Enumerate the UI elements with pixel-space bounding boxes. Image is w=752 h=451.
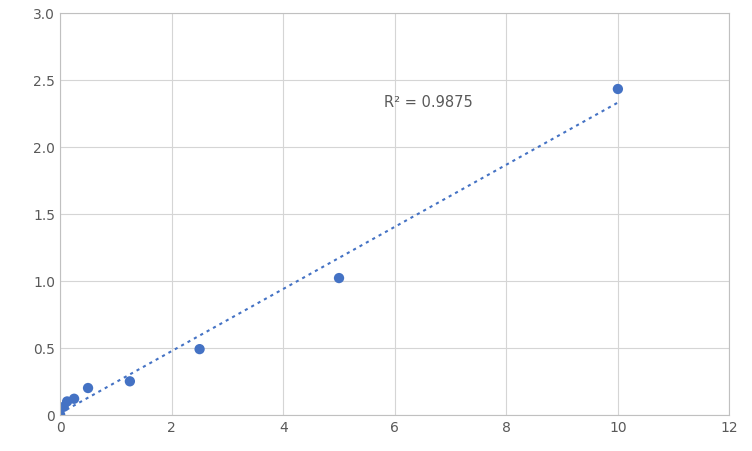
Point	[124, 378, 136, 385]
Point	[61, 398, 73, 405]
Point	[58, 403, 70, 410]
Point	[193, 346, 205, 353]
Point	[612, 86, 624, 93]
Point	[333, 275, 345, 282]
Text: R² = 0.9875: R² = 0.9875	[384, 95, 472, 110]
Point	[68, 395, 80, 402]
Point	[82, 385, 94, 392]
Point	[54, 411, 66, 419]
